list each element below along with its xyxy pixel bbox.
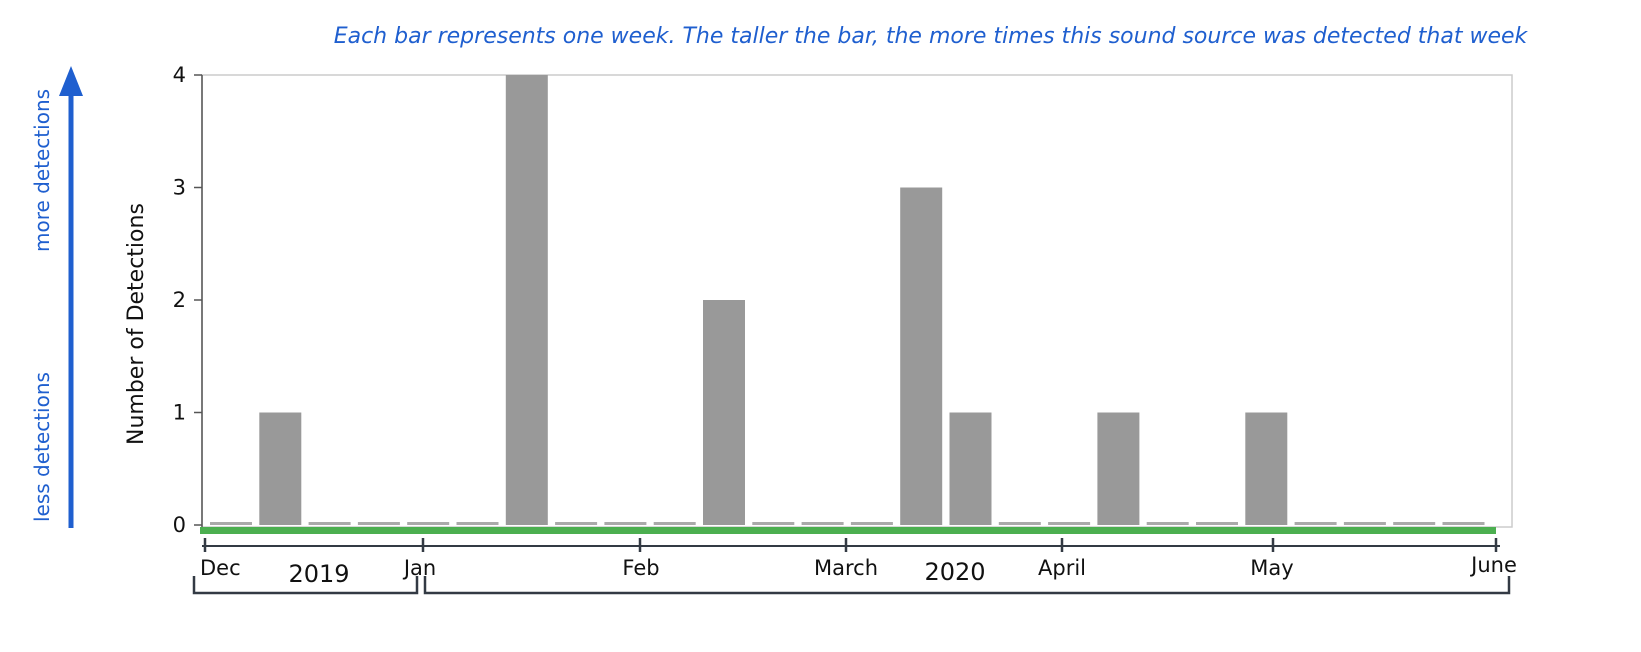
year-label-2019: 2019 bbox=[288, 560, 349, 588]
bar bbox=[1442, 522, 1485, 525]
bars bbox=[210, 75, 1485, 525]
bar bbox=[850, 522, 893, 525]
bar bbox=[703, 300, 745, 525]
bar bbox=[998, 522, 1041, 525]
bar bbox=[259, 412, 302, 525]
bar bbox=[1393, 522, 1436, 525]
x-tick-label: Feb bbox=[622, 556, 659, 580]
y-tick-label: 2 bbox=[173, 288, 186, 312]
timeline-bar bbox=[200, 527, 1496, 534]
x-tick-label: June bbox=[1469, 553, 1517, 577]
bar bbox=[308, 522, 351, 525]
bar bbox=[949, 412, 992, 525]
up-arrow-head bbox=[59, 66, 83, 96]
bar bbox=[1343, 522, 1386, 525]
y-tick-label: 1 bbox=[173, 401, 186, 425]
bar bbox=[1048, 522, 1091, 525]
x-tick-label: April bbox=[1038, 556, 1086, 580]
plot-frame bbox=[201, 74, 1513, 528]
chart-caption: Each bar represents one week. The taller… bbox=[333, 24, 1528, 49]
bar bbox=[505, 75, 548, 525]
x-tick-label: May bbox=[1250, 556, 1293, 580]
bar bbox=[1196, 522, 1238, 525]
x-tick-label: March bbox=[814, 556, 878, 580]
bar bbox=[900, 187, 943, 525]
bar bbox=[555, 522, 598, 525]
bar bbox=[801, 522, 844, 525]
y-tick-label: 0 bbox=[173, 513, 186, 537]
bar bbox=[407, 522, 450, 525]
y-tick-label: 4 bbox=[173, 63, 186, 87]
x-ticks: Dec Jan Feb March April May June bbox=[200, 538, 1517, 580]
x-tick-label: Dec bbox=[200, 556, 241, 580]
year-bracket-2019 bbox=[192, 576, 419, 595]
bar bbox=[1146, 522, 1189, 525]
y-ticks: 0 1 2 3 4 bbox=[173, 63, 202, 537]
y-tick-label: 3 bbox=[173, 176, 186, 200]
bar bbox=[1245, 412, 1288, 525]
bar bbox=[1097, 412, 1140, 525]
bar bbox=[752, 522, 795, 525]
bar bbox=[1294, 522, 1337, 525]
bar bbox=[653, 522, 696, 525]
bar bbox=[210, 522, 252, 525]
bar bbox=[604, 522, 647, 525]
bar bbox=[456, 522, 499, 525]
year-label-2020: 2020 bbox=[924, 558, 985, 586]
bar bbox=[357, 522, 400, 525]
year-bracket-2020 bbox=[423, 576, 1511, 595]
x-tick-label: Jan bbox=[402, 556, 436, 580]
